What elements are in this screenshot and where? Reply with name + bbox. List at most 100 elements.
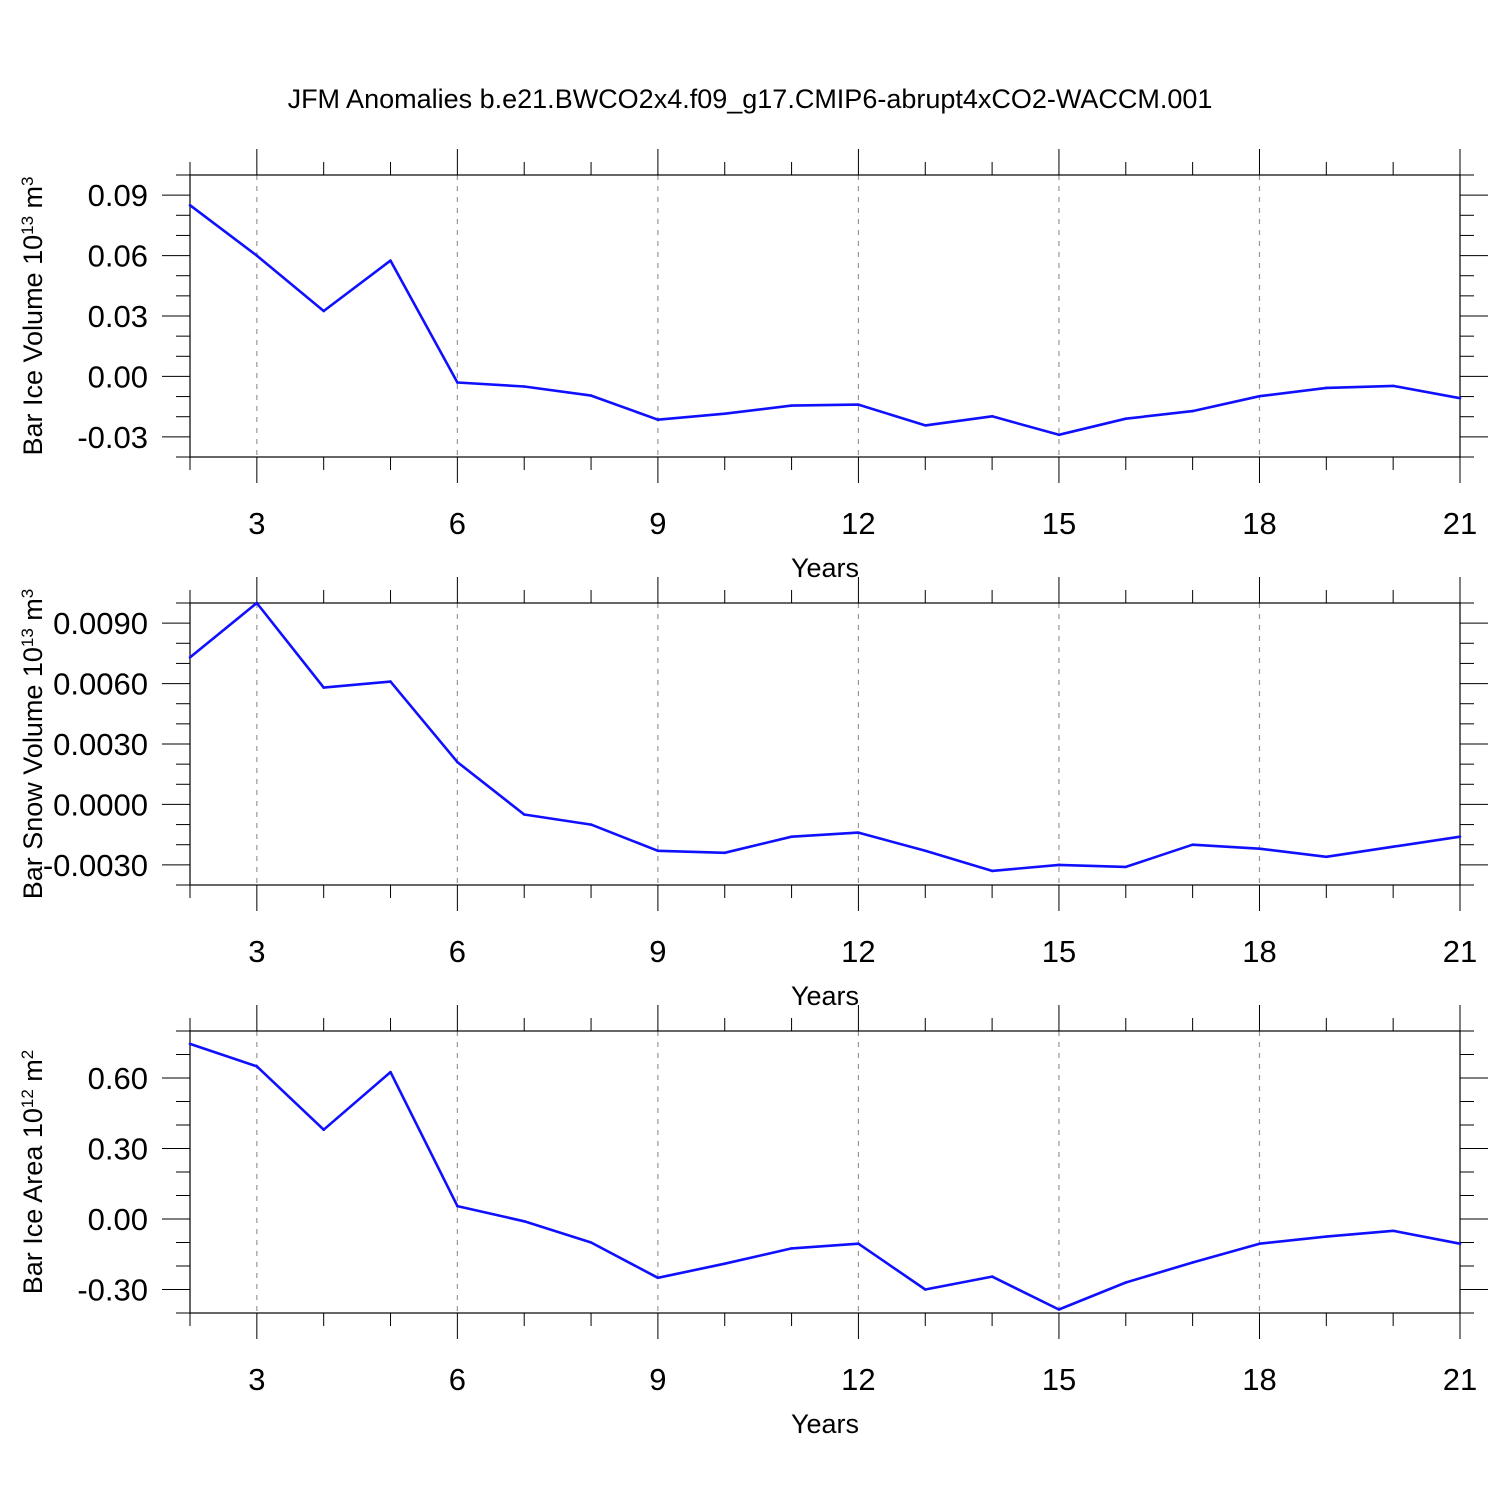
panel-3: 0.60 0.30 0.00 -0.30 3 6 9 12 15 18 21 Years Bar Ice… bbox=[18, 1005, 1488, 1439]
data-point bbox=[456, 1204, 459, 1208]
x-axis-label: Years bbox=[791, 1409, 859, 1439]
data-point bbox=[322, 686, 325, 689]
x-tick-label: 3 bbox=[248, 506, 265, 541]
plot-frame bbox=[189, 174, 1461, 458]
y-axis-label: Bar Snow Volume 1013 m3 bbox=[18, 589, 49, 900]
data-point bbox=[723, 1262, 727, 1265]
data-point bbox=[522, 1220, 526, 1223]
y-tick-label: 0.00 bbox=[88, 1202, 148, 1237]
y-tick-label: 0.0060 bbox=[53, 667, 148, 702]
data-point bbox=[656, 849, 660, 853]
data-point bbox=[1124, 865, 1128, 869]
x-tick-label: 9 bbox=[649, 1362, 666, 1397]
data-point bbox=[1191, 1261, 1194, 1264]
data-point bbox=[790, 404, 793, 407]
x-tick-label: 12 bbox=[841, 506, 875, 541]
x-tick-label: 6 bbox=[449, 1362, 466, 1397]
y-axis-label: Bar Ice Volume 1013 m3 bbox=[18, 176, 49, 455]
y-tick-label: 0.0090 bbox=[53, 606, 148, 641]
x-tick-label: 21 bbox=[1443, 934, 1477, 969]
y-axis-label-unit-exponent: 3 bbox=[18, 176, 37, 185]
x-tick-label: 18 bbox=[1242, 506, 1276, 541]
x-tick-label: 9 bbox=[649, 506, 666, 541]
data-point bbox=[1391, 1229, 1395, 1233]
data-point bbox=[589, 394, 593, 397]
data-point bbox=[656, 418, 660, 422]
data-point bbox=[188, 1042, 192, 1046]
data-point bbox=[790, 1247, 793, 1250]
plot-frame bbox=[189, 602, 1461, 886]
y-axis-label-text: Bar Ice Area 10 bbox=[18, 1108, 48, 1294]
panel-1: 0.09 0.06 0.03 0.00 -0.03 3 6 9 12 15 18 21 Years Bar… bbox=[18, 149, 1488, 583]
y-axis-label-exponent: 13 bbox=[18, 216, 37, 235]
x-tick-label: 21 bbox=[1443, 506, 1477, 541]
plot-frame bbox=[189, 1030, 1461, 1314]
data-point bbox=[456, 760, 459, 764]
y-tick-label: -0.0030 bbox=[43, 848, 148, 883]
data-point bbox=[1191, 843, 1194, 847]
panel-2: 0.0090 0.0060 0.0030 0.0000 -0.0030 3 6 9 12 15 18… bbox=[18, 577, 1488, 1011]
data-point bbox=[656, 1276, 660, 1280]
data-point bbox=[1258, 847, 1261, 851]
x-tick-label: 3 bbox=[248, 1362, 265, 1397]
y-tick-label: 0.0000 bbox=[53, 787, 148, 822]
y-tick-label: 0.03 bbox=[88, 299, 148, 334]
data-point bbox=[1325, 1235, 1328, 1238]
data-point bbox=[923, 1288, 927, 1291]
y-axis-label-unit-exponent: 3 bbox=[18, 589, 37, 598]
y-tick-label: 0.09 bbox=[88, 178, 148, 213]
data-point bbox=[1325, 386, 1328, 390]
y-tick-label: 0.30 bbox=[88, 1132, 148, 1167]
data-point bbox=[589, 1241, 593, 1244]
x-tick-label: 15 bbox=[1042, 1362, 1076, 1397]
data-point bbox=[1458, 835, 1462, 838]
data-point bbox=[322, 1128, 325, 1131]
x-tick-label: 6 bbox=[449, 934, 466, 969]
x-tick-label: 18 bbox=[1242, 1362, 1276, 1397]
y-tick-label: 0.60 bbox=[88, 1061, 148, 1096]
figure-title: JFM Anomalies b.e21.BWCO2x4.f09_g17.CMIP… bbox=[287, 84, 1213, 114]
data-point bbox=[990, 415, 994, 418]
x-tick-label: 18 bbox=[1242, 934, 1276, 969]
x-tick-label: 15 bbox=[1042, 506, 1076, 541]
data-point bbox=[923, 849, 927, 853]
data-point bbox=[790, 835, 793, 838]
data-point bbox=[1391, 384, 1395, 388]
data-point bbox=[1391, 845, 1395, 849]
data-point bbox=[1191, 409, 1194, 413]
data-point bbox=[1258, 394, 1261, 398]
data-point bbox=[522, 385, 526, 388]
data-point bbox=[857, 831, 860, 834]
data-point bbox=[1325, 855, 1328, 859]
y-axis-label-exponent: 13 bbox=[18, 628, 37, 647]
data-point bbox=[1057, 433, 1061, 437]
y-axis-label-unit: m bbox=[18, 598, 48, 628]
x-tick-label: 3 bbox=[248, 934, 265, 969]
x-tick-label: 21 bbox=[1443, 1362, 1477, 1397]
y-axis-label-text: Bar Ice Volume 10 bbox=[18, 235, 48, 456]
data-point bbox=[723, 851, 727, 855]
y-tick-label: -0.30 bbox=[77, 1273, 148, 1308]
data-point bbox=[255, 254, 259, 257]
data-point bbox=[389, 1070, 392, 1074]
data-point bbox=[857, 1242, 860, 1245]
series-line bbox=[189, 1042, 1461, 1311]
y-tick-label: 0.06 bbox=[88, 239, 148, 274]
x-tick-label: 6 bbox=[449, 506, 466, 541]
y-axis-label-exponent: 12 bbox=[18, 1089, 37, 1108]
x-axis-label: Years bbox=[791, 981, 859, 1011]
data-point bbox=[456, 381, 459, 384]
data-point bbox=[857, 403, 860, 406]
data-point bbox=[1458, 1242, 1462, 1245]
x-tick-label: 15 bbox=[1042, 934, 1076, 969]
y-axis-label-unit-exponent: 2 bbox=[18, 1050, 37, 1059]
x-tick-label: 12 bbox=[841, 1362, 875, 1397]
data-point bbox=[1057, 863, 1061, 867]
data-point bbox=[389, 680, 392, 683]
data-point bbox=[1458, 396, 1462, 400]
x-tick-label: 12 bbox=[841, 934, 875, 969]
series-line bbox=[189, 601, 1461, 873]
data-point bbox=[255, 601, 259, 605]
data-point bbox=[389, 259, 392, 262]
